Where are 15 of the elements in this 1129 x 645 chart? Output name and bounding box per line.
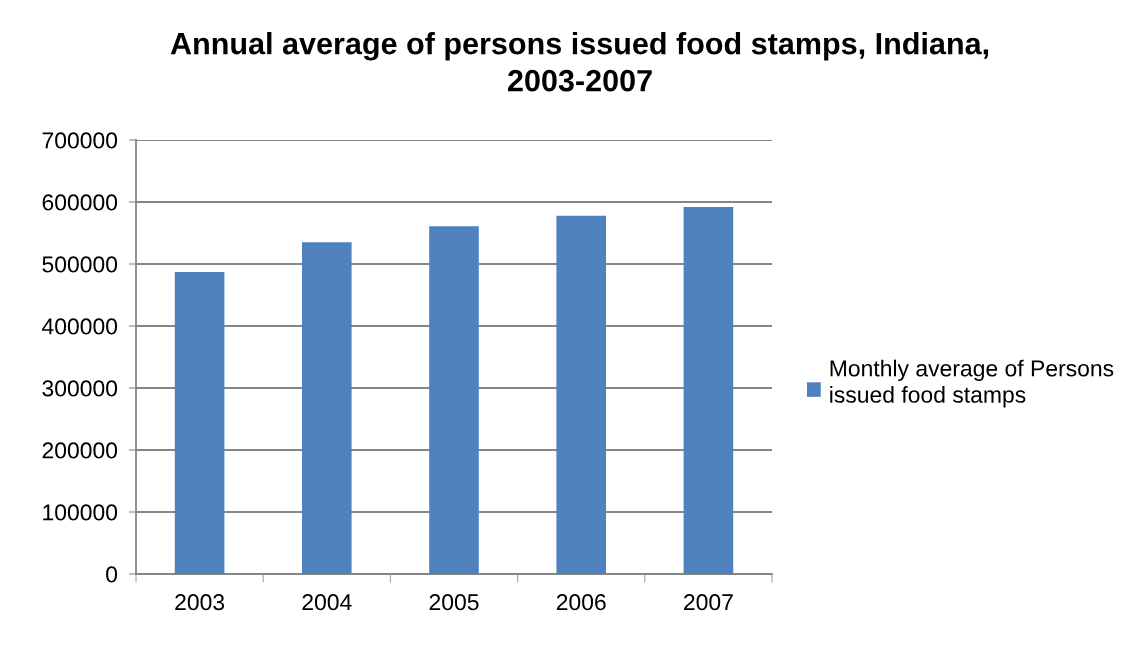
y-tick-label: 400000 <box>42 318 118 335</box>
legend-label: Monthly average of Persons issued food stamps <box>830 359 1114 408</box>
x-tick-label: 2007 <box>684 594 733 611</box>
y-tick-label: 100000 <box>43 504 118 521</box>
y-tick-label: 600000 <box>42 194 118 211</box>
x-tick-label: 2004 <box>302 594 352 611</box>
x-tick-label: 2006 <box>556 594 606 611</box>
y-tick-label: 700000 <box>42 132 118 149</box>
chart-title: Annual average of persons issued food stamps, Indiana, 2003-2007 <box>170 32 989 92</box>
x-tick-label: 2003 <box>175 594 225 611</box>
x-tick-label: 2005 <box>429 594 479 611</box>
y-tick-label: 300000 <box>42 380 118 397</box>
y-tick-label: 0 <box>106 566 118 583</box>
y-tick-label: 500000 <box>42 256 118 273</box>
y-tick-label: 200000 <box>42 442 118 459</box>
